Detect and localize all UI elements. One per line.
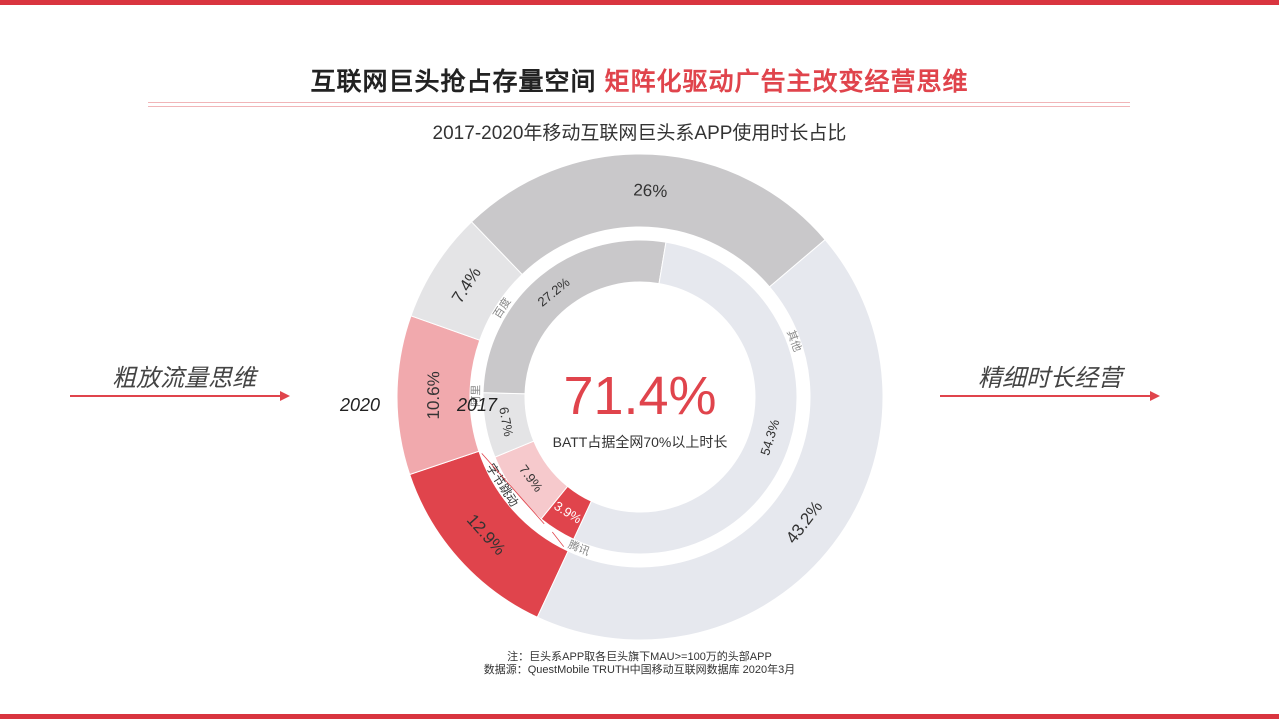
top-accent-bar bbox=[0, 0, 1279, 5]
outer-ring-slice-tencent bbox=[536, 238, 884, 641]
data-source: 数据源：QuestMobile TRUTH中国移动互联网数据库 2020年3月 bbox=[483, 664, 796, 676]
center-value: 71.4% bbox=[563, 366, 716, 426]
page-title: 互联网巨头抢占存量空间 矩阵化驱动广告主改变经营思维 bbox=[0, 62, 1279, 98]
left-arrow-icon bbox=[70, 391, 290, 401]
connector-line-bytedance-b bbox=[481, 453, 545, 525]
right-side-label: 精细时长经营 bbox=[978, 365, 1122, 392]
right-arrow-icon bbox=[940, 391, 1160, 401]
title-highlight: 矩阵化驱动广告主改变经营思维 bbox=[604, 68, 969, 96]
outer-value-label-others: 26% bbox=[633, 180, 668, 201]
outer-ring-slice-others bbox=[470, 153, 826, 288]
center-caption: BATT占据全网70%以上时长 bbox=[553, 434, 728, 450]
title-divider-second bbox=[148, 106, 1130, 107]
inner-value-label-baidu: 6.7% bbox=[496, 406, 516, 438]
title-black: 互联网巨头抢占存量空间 bbox=[310, 68, 597, 96]
chart-subtitle: 2017-2020年移动互联网巨头系APP使用时长占比 bbox=[432, 123, 847, 144]
footnote: 注：巨头系APP取各巨头旗下MAU>=100万的头部APP bbox=[507, 651, 772, 663]
bottom-accent-bar bbox=[0, 714, 1279, 719]
outer-ring-year-label: 2020 bbox=[339, 395, 380, 415]
category-label-alibaba: 阿里 bbox=[469, 385, 482, 407]
connector-line-bytedance-a bbox=[551, 531, 565, 547]
outer-value-label-alibaba: 10.6% bbox=[424, 371, 443, 419]
inner-ring-slice-tencent bbox=[572, 241, 798, 555]
title-divider bbox=[148, 102, 1130, 103]
left-side-label: 粗放流量思维 bbox=[112, 365, 256, 392]
inner-ring-year-label: 2017 bbox=[456, 395, 498, 415]
